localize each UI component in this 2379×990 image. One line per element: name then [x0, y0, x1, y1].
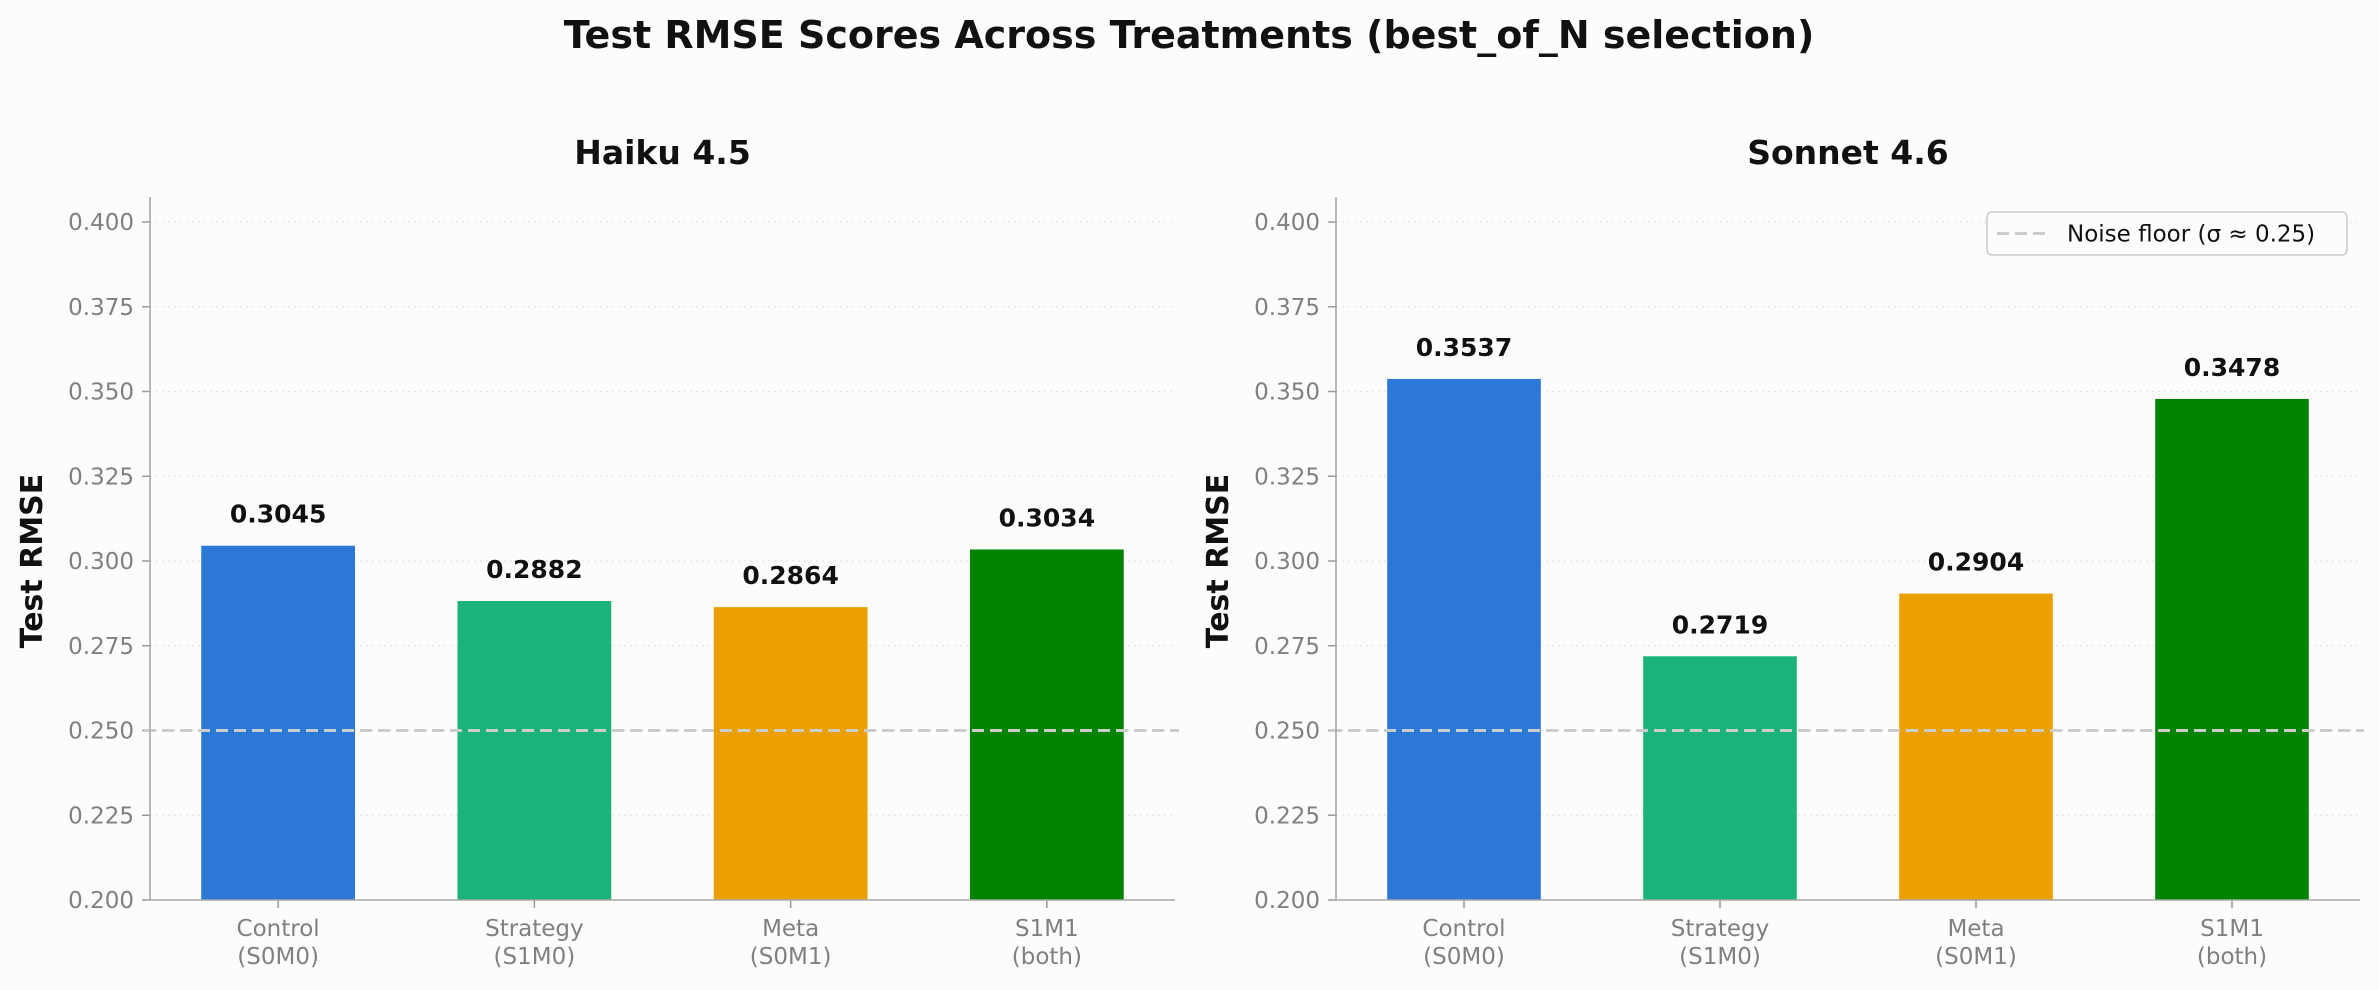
y-tick-label: 0.250: [1254, 719, 1320, 745]
y-tick-label: 0.400: [68, 210, 134, 236]
bar: [1643, 656, 1797, 900]
x-tick-label: Meta (S0M1): [750, 916, 832, 970]
x-tick-label: Control (S0M0): [1422, 916, 1505, 970]
bar: [1387, 378, 1541, 900]
y-tick-label: 0.225: [1254, 803, 1320, 829]
legend-label: Noise floor (σ ≈ 0.25): [2067, 222, 2315, 248]
bar-value-label: 0.2719: [1672, 610, 1768, 639]
bar-value-label: 0.3537: [1416, 333, 1512, 362]
x-tick-label: Control (S0M0): [237, 916, 320, 970]
chart-panels: Haiku 4.5 Test RMSE 0.200 0.225 0.250 0.275 0.…: [15, 133, 2364, 970]
legend-box: [1986, 211, 2348, 256]
chart-panel-1: Haiku 4.5 Test RMSE 0.200 0.225 0.250 0.275 0.…: [15, 133, 1179, 970]
figure-title: Test RMSE Scores Across Treatments (best…: [564, 13, 1815, 57]
y-tick-label: 0.325: [1254, 464, 1320, 490]
bar: [1899, 593, 2053, 900]
legend: Noise floor (σ ≈ 0.25): [1986, 211, 2348, 256]
x-tick-label: Strategy (S1M0): [1671, 916, 1770, 970]
y-tick-label: 0.275: [1254, 634, 1320, 660]
panel-title: Sonnet 4.6: [1747, 133, 1949, 172]
y-tick-label: 0.300: [1254, 549, 1320, 575]
y-tick-label: 0.200: [1254, 888, 1320, 914]
y-axis-label: Test RMSE: [1201, 474, 1236, 649]
y-tick-label: 0.250: [68, 719, 134, 745]
bar-value-label: 0.3478: [2184, 353, 2280, 382]
x-tick-label: S1M1 (both): [1012, 916, 1082, 970]
bar: [713, 607, 868, 900]
y-tick-label: 0.375: [1254, 295, 1320, 321]
y-tick-label: 0.325: [68, 464, 134, 490]
bar: [2155, 398, 2309, 900]
bar-value-label: 0.2882: [486, 555, 582, 584]
y-tick-label: 0.300: [68, 549, 134, 575]
y-tick-label: 0.350: [68, 380, 134, 406]
bar: [457, 601, 612, 900]
y-tick-label: 0.200: [68, 888, 134, 914]
bar: [970, 549, 1124, 900]
y-axis-label: Test RMSE: [15, 474, 50, 649]
y-tick-label: 0.225: [68, 803, 134, 829]
x-tick-label: S1M1 (both): [2197, 916, 2267, 970]
bar-value-label: 0.2864: [742, 561, 838, 590]
bar: [201, 545, 355, 900]
y-tick-label: 0.400: [1254, 210, 1320, 236]
bar-value-label: 0.3034: [999, 503, 1095, 532]
x-tick-label: Strategy (S1M0): [485, 916, 584, 970]
x-tick-label: Meta (S0M1): [1935, 916, 2017, 970]
chart-panel-2: Sonnet 4.6 Test RMSE 0.200 0.225 0.250 0.275 0…: [1201, 133, 2364, 970]
bar-value-label: 0.3045: [230, 500, 326, 529]
panel-title: Haiku 4.5: [574, 133, 751, 172]
y-tick-label: 0.350: [1254, 380, 1320, 406]
bar-value-label: 0.2904: [1928, 548, 2024, 577]
y-tick-label: 0.375: [68, 295, 134, 321]
y-tick-label: 0.275: [68, 634, 134, 660]
